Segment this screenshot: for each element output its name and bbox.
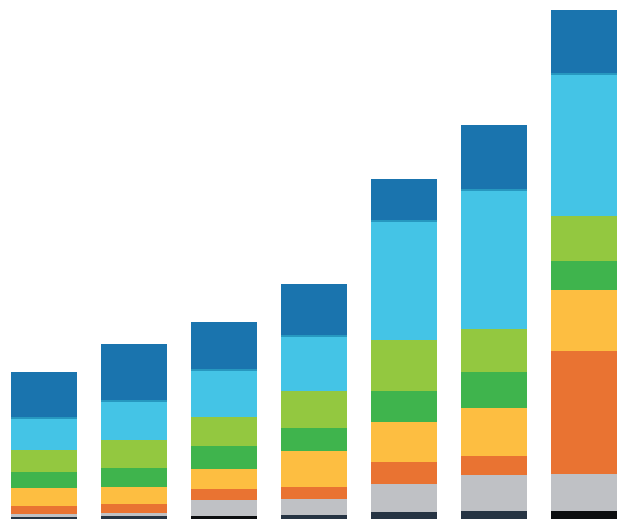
segment-navy (281, 515, 347, 519)
segment-cyan (11, 417, 77, 450)
bar-column-1 (11, 372, 77, 519)
segment-green (11, 472, 77, 488)
segment-blue (11, 372, 77, 417)
segment-lime (101, 440, 167, 468)
segment-cyan (371, 220, 437, 340)
segment-green (551, 261, 617, 290)
segment-amber (281, 451, 347, 487)
segment-cyan (191, 369, 257, 417)
segment-lime (371, 340, 437, 391)
segment-blue (551, 10, 617, 73)
bar-column-2 (101, 344, 167, 519)
segment-blue (281, 284, 347, 335)
segment-navy (461, 511, 527, 519)
segment-silver (551, 474, 617, 511)
segment-orange (101, 504, 167, 513)
segment-amber (191, 469, 257, 489)
bar-column-7 (551, 10, 617, 519)
bar-column-4 (281, 284, 347, 519)
segment-navy (191, 516, 257, 519)
segment-orange (461, 456, 527, 475)
segment-green (191, 446, 257, 469)
segment-amber (371, 422, 437, 462)
segment-navy (101, 516, 167, 519)
segment-navy (371, 512, 437, 519)
segment-amber (461, 408, 527, 456)
segment-cyan (281, 335, 347, 391)
bar-column-3 (191, 322, 257, 519)
bar-column-6 (461, 125, 527, 519)
segment-lime (191, 417, 257, 446)
segment-navy (551, 511, 617, 519)
segment-green (461, 372, 527, 408)
segment-cyan (461, 189, 527, 329)
segment-orange (191, 489, 257, 500)
segment-blue (461, 125, 527, 189)
segment-cyan (101, 400, 167, 440)
segment-orange (11, 506, 77, 514)
segment-blue (371, 179, 437, 220)
segment-navy (11, 517, 77, 519)
segment-silver (11, 514, 77, 517)
segment-blue (191, 322, 257, 369)
segment-amber (101, 487, 167, 504)
segment-amber (11, 488, 77, 506)
segment-blue (101, 344, 167, 400)
bar-column-5 (371, 179, 437, 519)
segment-silver (191, 500, 257, 516)
segment-green (101, 468, 167, 487)
segment-amber (551, 290, 617, 351)
segment-lime (461, 329, 527, 372)
segment-silver (461, 475, 527, 511)
segment-orange (371, 462, 437, 484)
segment-lime (281, 391, 347, 428)
segment-silver (371, 484, 437, 512)
segment-orange (551, 351, 617, 474)
segment-orange (281, 487, 347, 499)
segment-green (281, 428, 347, 451)
segment-silver (281, 499, 347, 515)
segment-lime (11, 450, 77, 472)
segment-green (371, 391, 437, 422)
segment-silver (101, 513, 167, 516)
segment-lime (551, 216, 617, 261)
segment-cyan (551, 73, 617, 216)
